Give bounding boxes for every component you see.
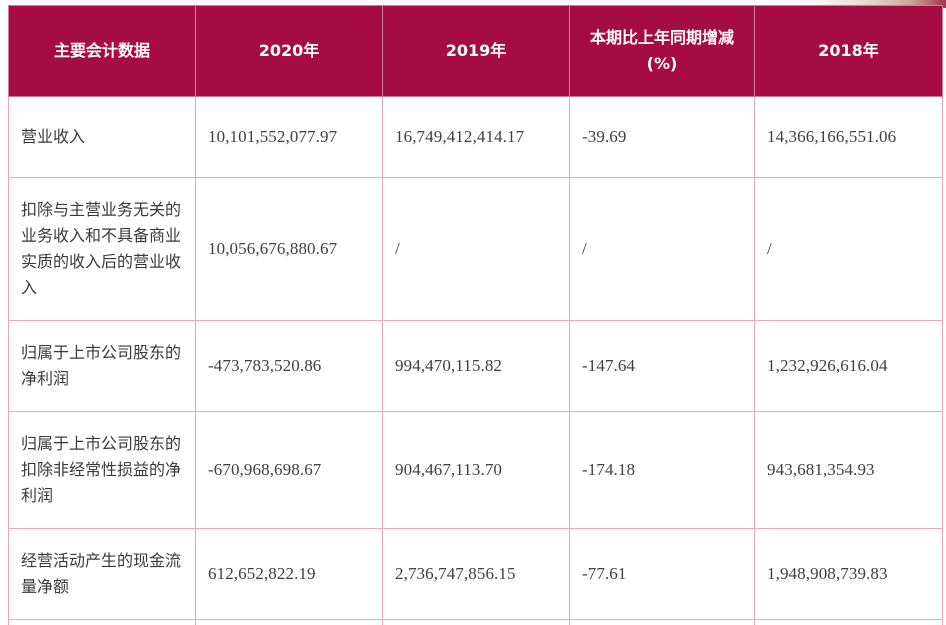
- empty-cell: [195, 619, 383, 625]
- row-label: 归属于上市公司股东的扣除非经常性损益的净利润: [8, 411, 196, 529]
- value-2020: -670,968,698.67: [195, 411, 383, 529]
- empty-cell: [569, 619, 755, 625]
- table-header-row: 主要会计数据 2020年 2019年 本期比上年同期增减(%) 2018年: [8, 5, 943, 97]
- empty-cell: [8, 619, 196, 625]
- corner-decoration: [806, 0, 946, 8]
- value-2020: 10,101,552,077.97: [195, 96, 383, 178]
- table-row: 经营活动产生的现金流量净额 612,652,822.19 2,736,747,8…: [8, 528, 943, 620]
- row-label: 经营活动产生的现金流量净额: [8, 528, 196, 620]
- value-change: -147.64: [569, 320, 755, 412]
- header-metric: 主要会计数据: [8, 5, 196, 97]
- row-label: 归属于上市公司股东的净利润: [8, 320, 196, 412]
- header-2019: 2019年: [382, 5, 570, 97]
- header-change: 本期比上年同期增减(%): [569, 5, 755, 97]
- value-change: -77.61: [569, 528, 755, 620]
- value-2020: 10,056,676,880.67: [195, 177, 383, 321]
- value-2018: 1,948,908,739.83: [754, 528, 943, 620]
- value-2020: 612,652,822.19: [195, 528, 383, 620]
- value-2019: /: [382, 177, 570, 321]
- value-2019: 904,467,113.70: [382, 411, 570, 529]
- table-row-partial: [8, 619, 943, 625]
- value-change: -39.69: [569, 96, 755, 178]
- value-2018: 1,232,926,616.04: [754, 320, 943, 412]
- financial-data-table: 主要会计数据 2020年 2019年 本期比上年同期增减(%) 2018年 营业…: [8, 5, 943, 625]
- table-row: 扣除与主营业务无关的业务收入和不具备商业实质的收入后的营业收入 10,056,6…: [8, 177, 943, 321]
- table-row: 归属于上市公司股东的扣除非经常性损益的净利润 -670,968,698.67 9…: [8, 411, 943, 529]
- value-change: /: [569, 177, 755, 321]
- value-2018: 14,366,166,551.06: [754, 96, 943, 178]
- table-row: 营业收入 10,101,552,077.97 16,749,412,414.17…: [8, 96, 943, 178]
- value-2018: 943,681,354.93: [754, 411, 943, 529]
- header-2020: 2020年: [195, 5, 383, 97]
- table-row: 归属于上市公司股东的净利润 -473,783,520.86 994,470,11…: [8, 320, 943, 412]
- empty-cell: [382, 619, 570, 625]
- value-2019: 2,736,747,856.15: [382, 528, 570, 620]
- value-change: -174.18: [569, 411, 755, 529]
- value-2019: 16,749,412,414.17: [382, 96, 570, 178]
- value-2018: /: [754, 177, 943, 321]
- row-label: 营业收入: [8, 96, 196, 178]
- value-2020: -473,783,520.86: [195, 320, 383, 412]
- header-2018: 2018年: [754, 5, 943, 97]
- row-label: 扣除与主营业务无关的业务收入和不具备商业实质的收入后的营业收入: [8, 177, 196, 321]
- empty-cell: [754, 619, 943, 625]
- value-2019: 994,470,115.82: [382, 320, 570, 412]
